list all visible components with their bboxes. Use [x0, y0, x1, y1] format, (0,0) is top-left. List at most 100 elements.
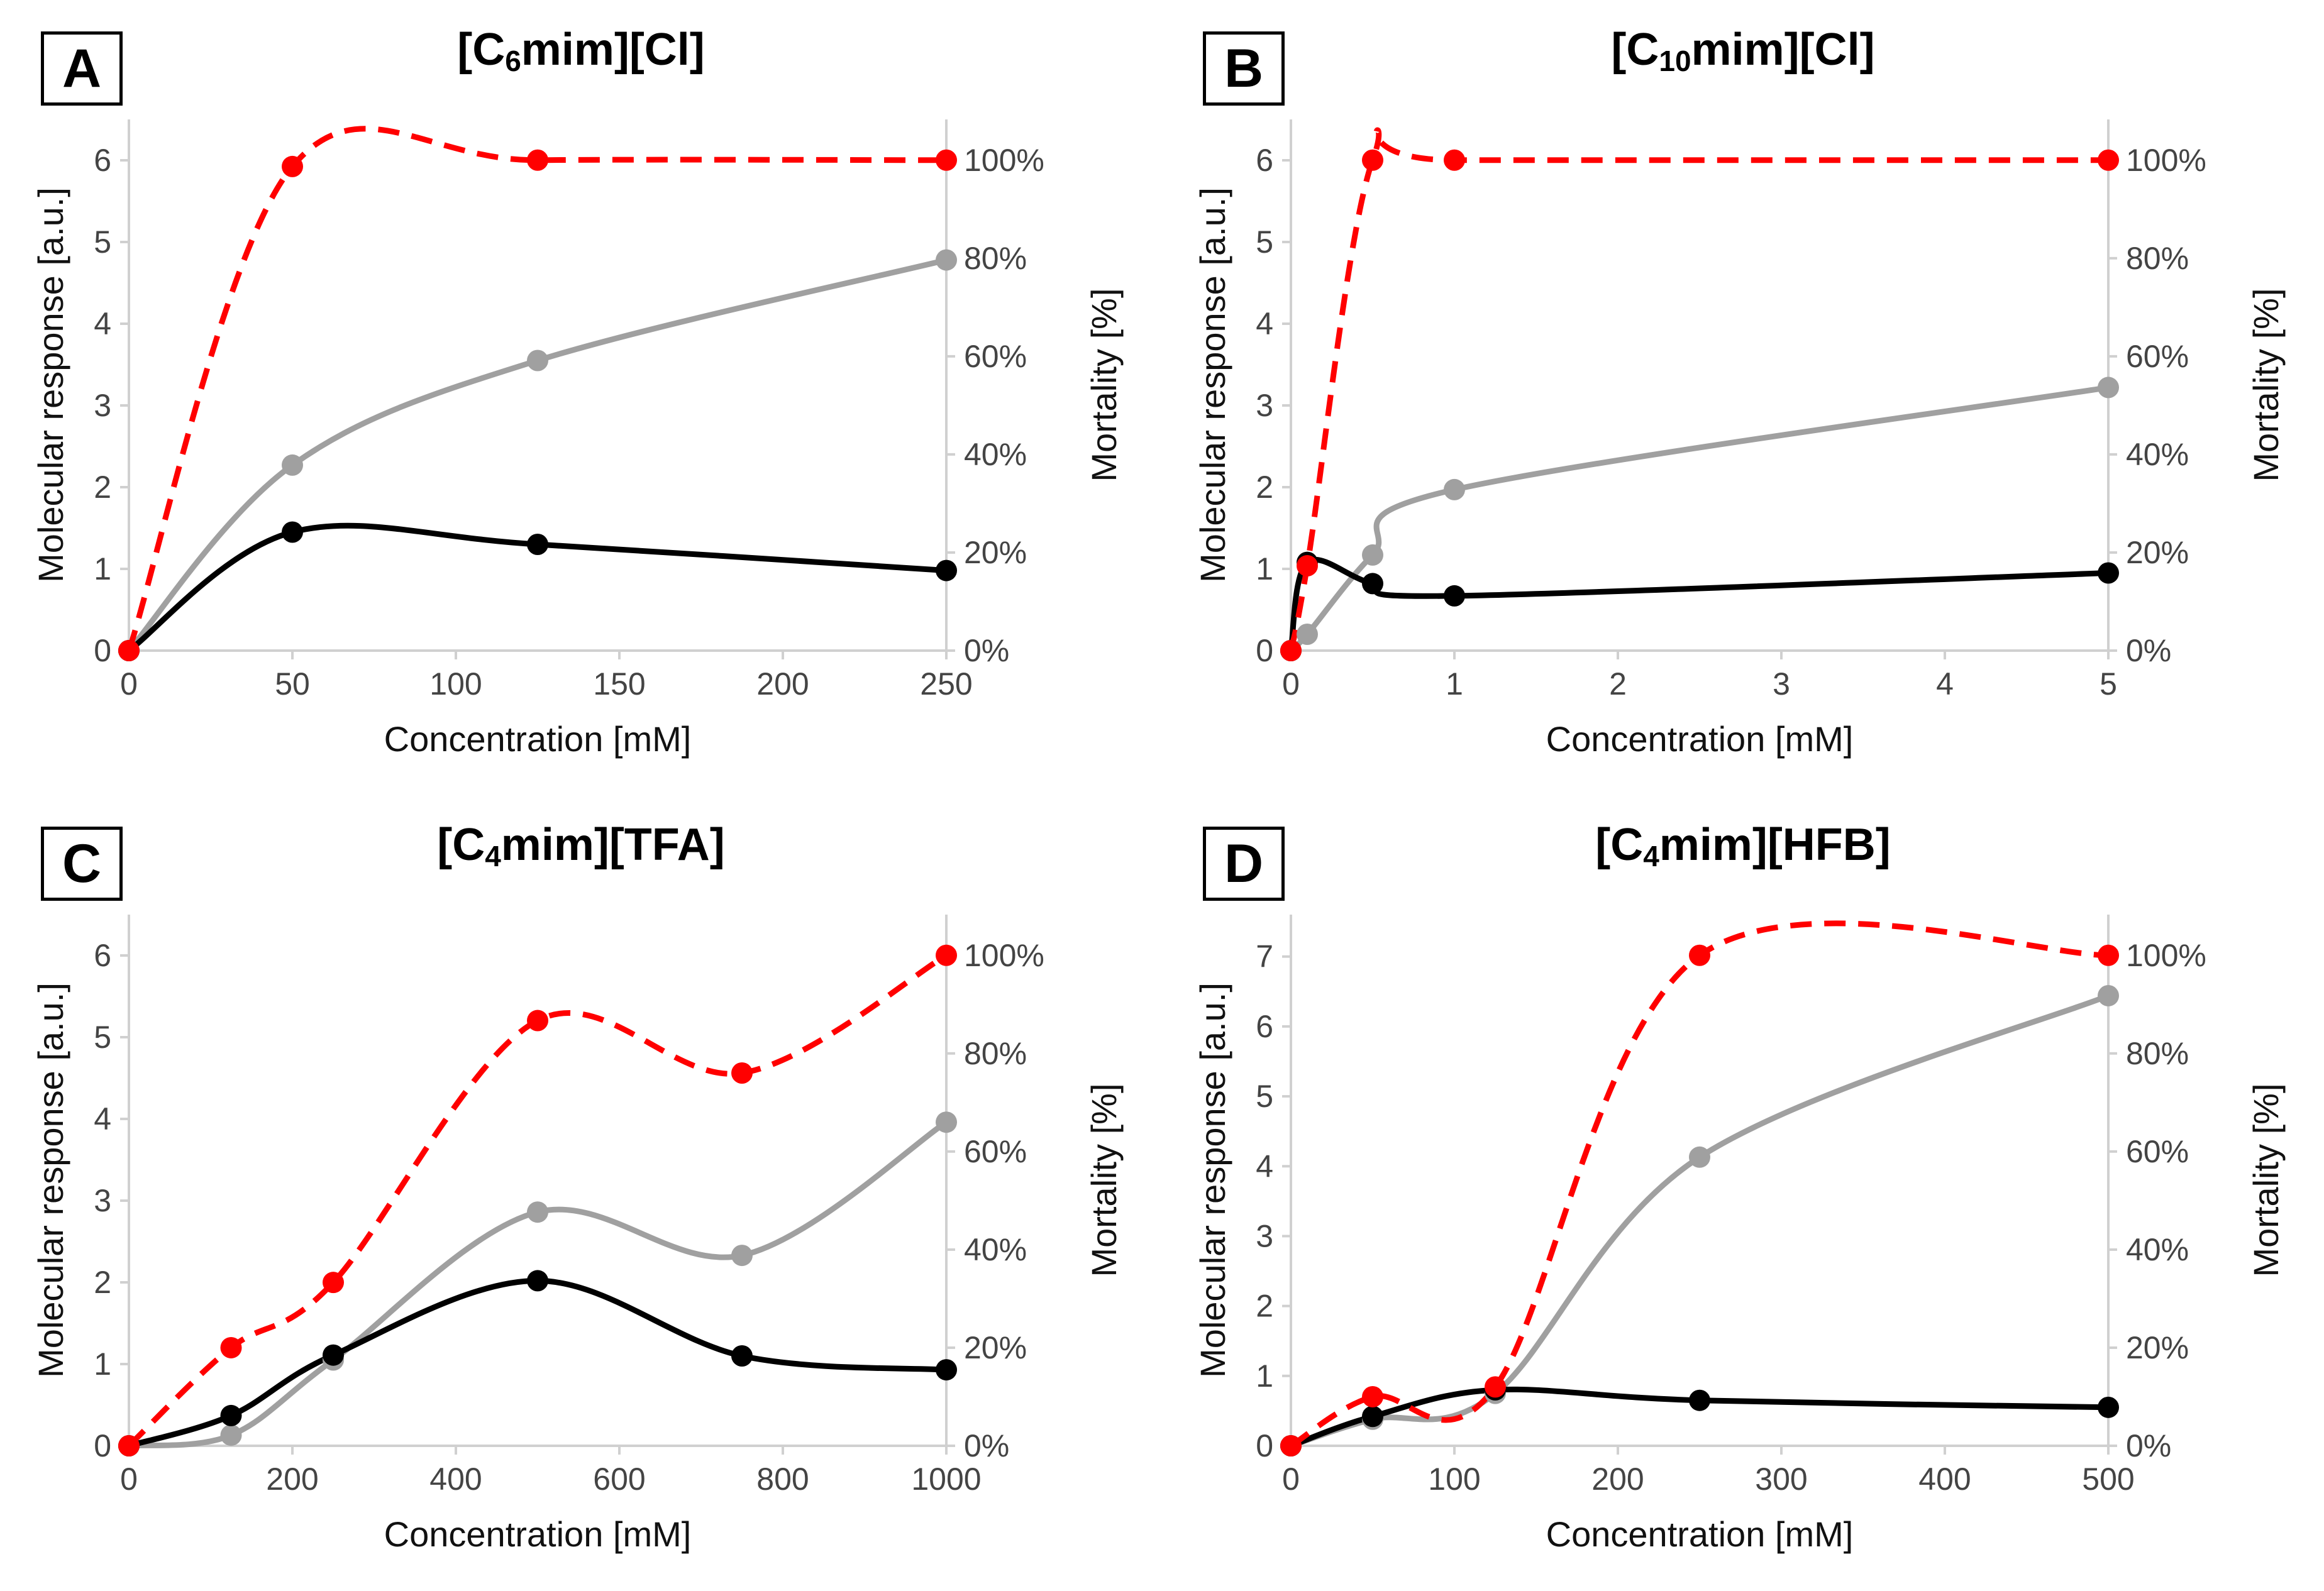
chart-b-series-red-point — [1362, 149, 1383, 171]
chart-b-x-tick-label: 3 — [1773, 666, 1790, 702]
chart-panel-a: 0 50 100 150 200 250 0 1 2 3 4 5 6 0% 20% 40% 60% 80% 100%… — [0, 0, 1162, 795]
chart-b-y2-tick-label: 40% — [2126, 437, 2189, 472]
chart-b-y-tick-label: 3 — [1256, 388, 1273, 423]
chart-b-x-axis-title: Concentration [mM] — [1546, 719, 1854, 759]
chart-c-series-red-point — [323, 1272, 344, 1294]
chart-d-series-red-line — [1289, 920, 2109, 1448]
chart-c-series-red-point — [527, 1010, 548, 1032]
chart-c-series-black-point — [936, 1359, 957, 1381]
chart-d-y-tick-label: 5 — [1256, 1079, 1273, 1114]
chart-d-series-gray-line — [1290, 993, 2110, 1449]
chart-a-x-axis-title: Concentration [mM] — [384, 719, 692, 759]
chart-c-series-gray-point — [731, 1245, 753, 1267]
chart-c-series-gray-point — [936, 1111, 957, 1133]
chart-a-y2-tick-label: 40% — [964, 437, 1027, 472]
chart-d-series-red-point — [1362, 1385, 1383, 1407]
chart-d-series-red-point — [2098, 944, 2119, 966]
chart-d-y2-tick-label: 0% — [2126, 1428, 2171, 1463]
chart-c-y2-tick-label: 60% — [964, 1134, 1027, 1169]
chart-b-series-red-point — [1280, 640, 1302, 661]
chart-c-series-gray-point — [220, 1424, 242, 1446]
chart-a-x-tick-label: 150 — [593, 666, 645, 702]
chart-panel-d: 0 100 200 300 400 500 0 1 2 3 4 5 6 7 0% 20% 40% 60% 80% 10… — [1162, 795, 2324, 1590]
chart-b-x-tick-label: 5 — [2100, 666, 2117, 702]
chart-b-series-black-point — [2098, 562, 2119, 584]
chart-c-series-red-point — [220, 1336, 242, 1358]
chart-d-series-red-point — [1280, 1435, 1302, 1456]
chart-c-y-tick-label: 4 — [94, 1101, 111, 1137]
chart-b-y-tick-label: 5 — [1256, 224, 1273, 260]
chart-c-series-gray-point — [527, 1201, 548, 1223]
chart-d-series-gray-point — [2098, 984, 2119, 1006]
chart-c-x-tick-label: 0 — [120, 1462, 138, 1497]
chart-b-y2-tick-label: 80% — [2126, 241, 2189, 276]
chart-d-x-tick-label: 300 — [1755, 1462, 1807, 1497]
chart-d-series-black-point — [2098, 1396, 2119, 1418]
chart-b-series-black-point — [1444, 585, 1465, 607]
chart-panel-c: 0 200 400 600 800 1000 0 1 2 3 4 5 6 0% 20% 40% 60% 80% 10… — [0, 795, 1162, 1590]
chart-b-series-red-line — [1288, 127, 2108, 651]
chart-b-plot: 0 1 2 3 4 501234560%20%40%60%80%100%Concentra… — [1193, 119, 2286, 759]
chart-c-y2-tick-label: 20% — [964, 1330, 1027, 1365]
chart-d-x-tick-label: 500 — [2082, 1462, 2134, 1497]
chart-d-series-red-point — [1485, 1376, 1506, 1398]
chart-c-plot: 0 200 400 600 800 100001234560%20%40%60%80%10… — [31, 915, 1124, 1554]
chart-b-series-black-line — [1288, 556, 2109, 651]
chart-d-series-black-point — [1689, 1389, 1710, 1411]
chart-d-y-tick-label: 7 — [1256, 939, 1273, 974]
chart-a-y-tick-label: 3 — [94, 388, 111, 423]
chart-c-y-tick-label: 2 — [94, 1265, 111, 1300]
chart-d-series-black-point — [1362, 1406, 1383, 1428]
chart-a-x-tick-label: 250 — [920, 666, 972, 702]
chart-a-y-tick-label: 0 — [94, 633, 111, 668]
chart-a-series-red-line — [126, 126, 947, 652]
chart-a-series-gray-point — [527, 350, 548, 372]
chart-d-y2-tick-label: 60% — [2126, 1134, 2189, 1169]
chart-a-y2-tick-label: 20% — [964, 535, 1027, 570]
chart-a-title: [C6mim][Cl] — [457, 25, 705, 77]
chart-a-y2-axis-title: Mortality [%] — [1084, 288, 1124, 482]
chart-b-title: [C10mim][Cl] — [1611, 25, 1875, 77]
chart-b-series-gray-point — [1444, 478, 1465, 500]
chart-d-plot: 0 100 200 300 400 500 0 1 2 3 4 5 6 7 0% 20% 40% 60% 80% 10… — [1193, 915, 2286, 1554]
chart-d-y-tick-label: 2 — [1256, 1289, 1273, 1324]
chart-c-x-tick-label: 600 — [593, 1462, 645, 1497]
chart-b-x-tick-label: 4 — [1936, 666, 1954, 702]
chart-b-series-black-point — [1362, 573, 1383, 595]
chart-a-series-red-point — [936, 149, 957, 171]
chart-a-y2-tick-label: 80% — [964, 241, 1027, 276]
chart-a-x-tick-label: 200 — [756, 666, 809, 702]
chart-c-y-tick-label: 1 — [94, 1346, 111, 1382]
chart-b-y2-tick-label: 0% — [2126, 633, 2171, 668]
chart-b-series-gray-line — [1288, 384, 2109, 653]
chart-c-y-axis-title: Molecular response [a.u.] — [31, 983, 70, 1378]
chart-b-y-tick-label: 2 — [1256, 470, 1273, 505]
chart-a-y-axis-title: Molecular response [a.u.] — [31, 187, 70, 583]
chart-c-x-axis-title: Concentration [mM] — [384, 1514, 692, 1554]
chart-d-x-tick-label: 200 — [1591, 1462, 1644, 1497]
chart-c-x-tick-label: 200 — [266, 1462, 318, 1497]
chart-a-series-gray-line — [126, 257, 948, 652]
chart-d-y2-tick-label: 20% — [2126, 1330, 2189, 1365]
chart-c-y2-tick-label: 40% — [964, 1232, 1027, 1267]
chart-d-x-tick-label: 0 — [1282, 1462, 1300, 1497]
chart-c-x-tick-label: 400 — [429, 1462, 482, 1497]
chart-b-series-red-point — [1444, 149, 1465, 171]
chart-c-series-red-point — [936, 944, 957, 966]
chart-c-series-red-point — [118, 1435, 140, 1456]
chart-b-y2-tick-label: 100% — [2126, 143, 2206, 178]
chart-c-y-tick-label: 0 — [94, 1428, 111, 1463]
chart-a-series-gray-point — [282, 454, 303, 476]
chart-a-series-red-point — [118, 640, 140, 661]
chart-d-series-gray-point — [1689, 1146, 1710, 1168]
chart-a-y-tick-label: 6 — [94, 143, 111, 178]
chart-a-y-tick-label: 1 — [94, 551, 111, 586]
chart-b-y-tick-label: 1 — [1256, 551, 1273, 586]
panel-label-c: C — [41, 827, 123, 901]
chart-panel-b: 0 1 2 3 4 5 0 1 2 3 4 5 6 0% 20% 40% 60% 80% 100% Concentra… — [1162, 0, 2324, 795]
chart-a-series-black-point — [527, 534, 548, 555]
chart-b-x-tick-label: 2 — [1609, 666, 1627, 702]
chart-c-series-black-point — [220, 1404, 242, 1426]
chart-a-x-tick-label: 50 — [275, 666, 310, 702]
chart-c-series-black-point — [323, 1344, 344, 1366]
